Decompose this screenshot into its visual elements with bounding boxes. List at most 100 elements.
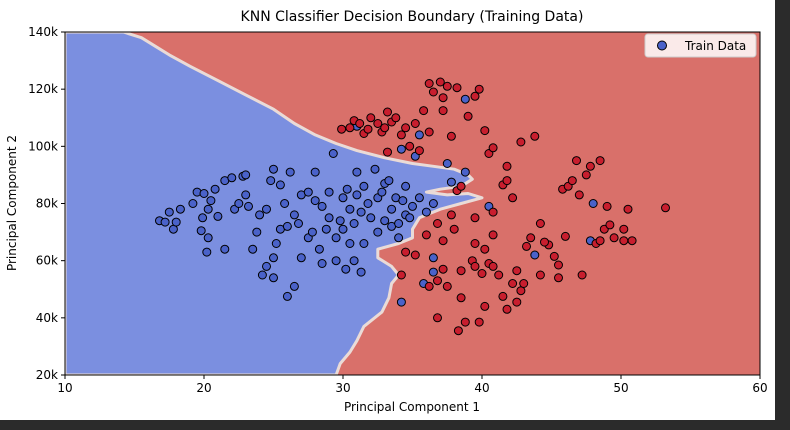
class-1-point	[661, 203, 670, 213]
class-1-point	[470, 239, 480, 248]
class-1-point	[424, 79, 434, 88]
class-1-point	[619, 224, 629, 234]
class-1-point	[366, 113, 376, 123]
y-tick-label: 60k	[36, 254, 58, 268]
class-0-point	[269, 253, 278, 263]
class-0-point	[349, 219, 359, 228]
class-0-point	[199, 189, 209, 198]
legend-box	[644, 33, 757, 58]
class-0-point	[213, 211, 223, 221]
class-1-point	[438, 93, 448, 103]
y-tick-label: 40k	[36, 311, 58, 325]
class-0-point	[530, 250, 540, 260]
class-1-point	[438, 236, 448, 246]
class-0-point	[314, 244, 324, 254]
class-0-point	[428, 267, 438, 277]
class-0-point	[342, 184, 352, 194]
class-0-point	[338, 224, 348, 234]
class-1-point	[410, 119, 420, 128]
class-1-point	[535, 270, 545, 280]
class-1-point	[337, 124, 347, 134]
class-1-point	[522, 241, 531, 251]
class-0-point	[405, 213, 415, 223]
x-tick-label: 10	[57, 381, 72, 395]
class-1-point	[488, 230, 498, 240]
class-0-point	[257, 270, 267, 280]
class-0-point	[220, 244, 230, 254]
x-tick-label: 30	[335, 381, 350, 395]
class-1-point	[581, 170, 591, 180]
class-1-point	[602, 201, 612, 211]
class-1-point	[419, 106, 429, 116]
class-1-point	[383, 147, 392, 157]
class-1-point	[446, 131, 456, 141]
class-0-point	[307, 227, 317, 237]
class-0-point	[296, 253, 306, 263]
class-0-point	[269, 273, 278, 283]
class-0-point	[370, 164, 380, 174]
class-1-point	[410, 250, 420, 260]
class-1-point	[456, 266, 466, 276]
class-1-point	[519, 279, 529, 288]
class-1-point	[516, 137, 526, 147]
class-1-point	[474, 84, 484, 94]
class-1-point	[508, 279, 518, 288]
class-1-point	[355, 119, 365, 128]
class-1-point	[577, 270, 587, 280]
class-0-point	[210, 184, 220, 194]
x-axis-ticks: 10 20 30 40 50 60	[57, 375, 768, 395]
class-0-point	[317, 201, 327, 211]
class-1-point	[383, 107, 392, 117]
class-1-point	[456, 293, 466, 303]
class-0-region	[65, 32, 484, 375]
class-1-point	[433, 219, 442, 228]
y-tick-label: 140k	[28, 25, 58, 39]
class-1-point	[526, 233, 536, 243]
class-1-point	[627, 236, 637, 246]
class-1-point	[449, 224, 459, 234]
class-1-point	[560, 231, 570, 241]
class-1-point	[498, 291, 508, 301]
class-0-point	[310, 196, 320, 206]
class-1-point	[488, 143, 498, 153]
class-0-point	[328, 149, 338, 158]
class-1-point	[421, 230, 431, 240]
class-0-point	[175, 204, 185, 214]
class-1-point	[540, 237, 549, 247]
class-0-point	[356, 207, 366, 217]
class-1-point	[438, 106, 448, 116]
class-1-point	[477, 269, 487, 278]
class-1-point	[442, 81, 452, 91]
chart-title: KNN Classifier Decision Boundary (Traini…	[241, 9, 584, 25]
class-1-point	[424, 281, 434, 291]
class-1-point	[470, 91, 480, 101]
plot-area	[65, 32, 760, 375]
class-0-point	[262, 261, 271, 271]
y-axis-ticks: 20k 40k 60k 80k 100k 120k 140k	[28, 25, 65, 382]
class-1-point	[494, 270, 504, 280]
y-tick-label: 120k	[28, 82, 58, 96]
class-0-point	[373, 227, 383, 237]
class-0-point	[421, 207, 431, 217]
class-0-point	[366, 213, 376, 223]
class-1-point	[488, 261, 498, 271]
class-0-point	[359, 181, 369, 191]
class-1-point	[463, 111, 473, 121]
class-1-point	[488, 207, 498, 217]
class-1-point	[574, 190, 584, 200]
class-1-point	[585, 161, 595, 171]
class-0-point	[338, 193, 348, 203]
class-1-point	[502, 161, 512, 171]
class-1-point	[456, 181, 466, 191]
x-tick-label: 20	[196, 381, 211, 395]
knn-decision-boundary-chart: KNN Classifier Decision Boundary (Traini…	[5, 9, 768, 414]
class-0-point	[248, 244, 258, 254]
class-1-point	[401, 123, 411, 133]
class-0-point	[282, 221, 292, 231]
class-1-point	[424, 127, 434, 137]
class-1-point	[401, 247, 411, 257]
class-1-point	[453, 326, 463, 336]
class-1-point	[433, 276, 442, 286]
legend: Train Data	[644, 33, 757, 58]
class-1-point	[554, 260, 563, 270]
